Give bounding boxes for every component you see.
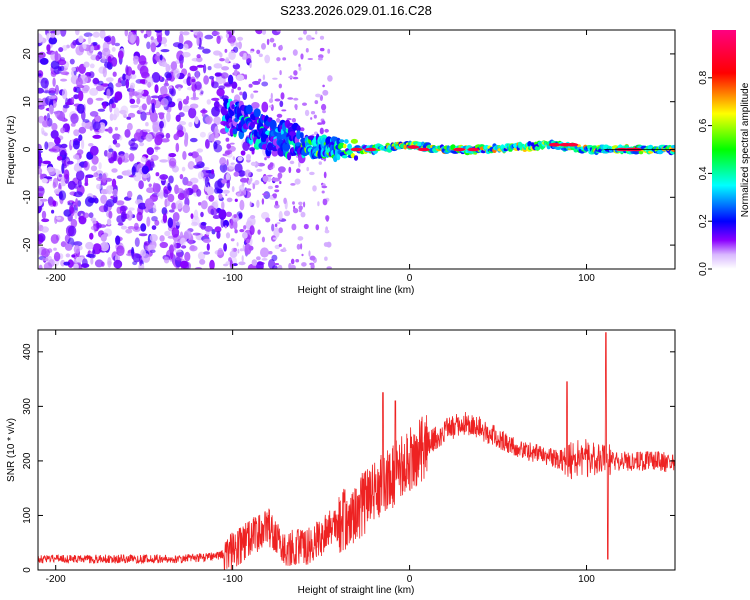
spectrogram-hotspot [453, 147, 466, 152]
spectrogram-hotspot [566, 142, 579, 147]
snr-x-label: Height of straight line (km) [298, 585, 415, 596]
snr-panel: -200 -100 0 100 0 100 200 300 400 Height of str… [6, 329, 676, 596]
spectrogram-x-tick-label: 0 [407, 273, 413, 284]
spectrogram-x-ticks: -200 -100 0 100 [46, 30, 595, 284]
snr-y-tick-label: 100 [22, 507, 33, 524]
spectrogram-x-tick-label: 100 [578, 273, 595, 284]
snr-x-tick-label: -200 [46, 574, 66, 585]
colorbar-tick-label: 0.2 [698, 214, 709, 228]
spectrogram-x-tick-label: -200 [46, 273, 66, 284]
colorbar-gradient [712, 30, 736, 269]
spectrogram-y-tick-label: -20 [22, 237, 33, 252]
spectrogram-hotspot [417, 147, 430, 152]
spectrogram-hotspot [548, 142, 561, 147]
colorbar: 0.0 0.2 0.4 0.6 0.8 Normalized spectral ampl… [698, 30, 750, 276]
spectrogram-x-label: Height of straight line (km) [298, 285, 415, 296]
spectrogram-hotspot [364, 147, 377, 152]
spectrogram-cells [38, 30, 675, 269]
spectrogram-y-tick-label: 10 [22, 96, 33, 108]
snr-x-ticks: -200 -100 0 100 [46, 330, 595, 585]
colorbar-tick-label: 0.4 [698, 166, 709, 180]
colorbar-ticks: 0.0 0.2 0.4 0.6 0.8 [698, 70, 712, 276]
snr-y-tick-label: 0 [22, 567, 33, 573]
spectrogram-hotspot [350, 147, 363, 152]
spectrogram-x-tick-label: -100 [223, 273, 243, 284]
figure-title: S233.2026.029.01.16.C28 [280, 3, 432, 18]
spectrogram-y-tick-label: -10 [22, 190, 33, 205]
snr-frame [37, 329, 676, 571]
colorbar-label: Normalized spectral amplitude [740, 82, 750, 217]
snr-y-tick-label: 400 [22, 343, 33, 360]
colorbar-tick-label: 0.0 [698, 262, 709, 276]
colorbar-tick-label: 0.8 [698, 70, 709, 84]
spectrogram-hotspot [467, 147, 480, 152]
snr-x-tick-label: 100 [578, 574, 595, 585]
spectrogram-hotspot [407, 145, 420, 149]
snr-y-ticks: 0 100 200 300 400 [22, 343, 675, 573]
snr-y-label: SNR (10 * v/v) [6, 418, 17, 482]
spectrogram-y-tick-label: 20 [22, 48, 33, 60]
spectrogram-y-label: Frequency (Hz) [6, 116, 17, 185]
snr-x-tick-label: -100 [223, 574, 243, 585]
colorbar-tick-label: 0.6 [698, 118, 709, 132]
snr-series-line [38, 332, 675, 570]
snr-y-tick-label: 300 [22, 398, 33, 415]
spectrogram-y-ticks: -20 -10 0 10 20 [22, 48, 675, 252]
snr-x-tick-label: 0 [407, 574, 413, 585]
snr-y-tick-label: 200 [22, 452, 33, 469]
spectrogram-y-tick-label: 0 [22, 146, 33, 152]
